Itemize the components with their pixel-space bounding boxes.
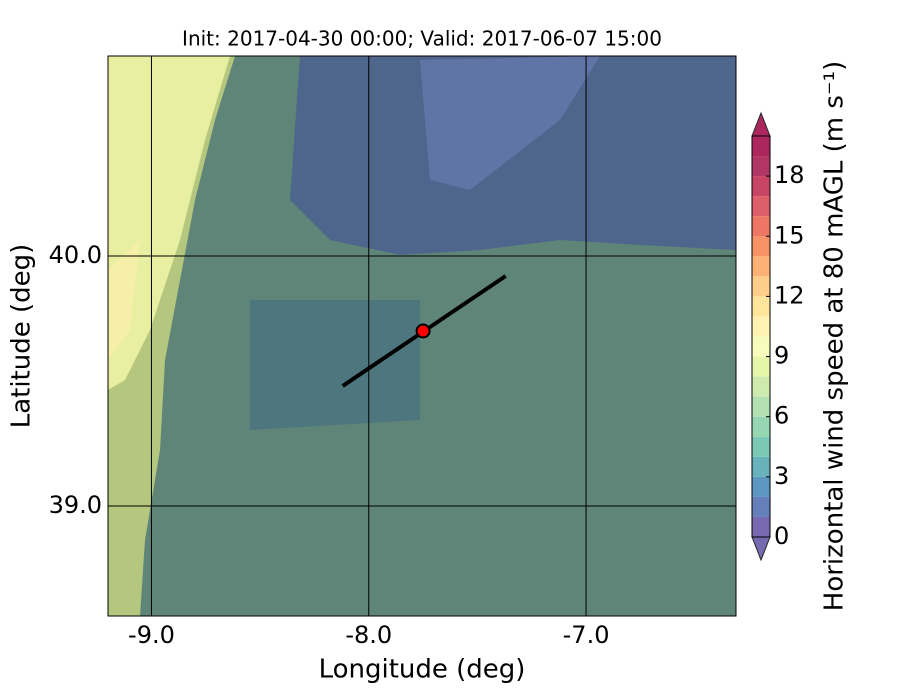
colorbar-tick-label: 0 — [774, 522, 789, 550]
colorbar-band — [752, 376, 770, 397]
x-axis-label: Longitude (deg) — [319, 655, 526, 685]
colorbar-tick-label: 3 — [774, 462, 789, 490]
x-tick-label: -7.0 — [563, 621, 610, 649]
field-fast — [108, 56, 230, 390]
colorbar-band — [752, 476, 770, 497]
y-tick-label: 40.0 — [49, 241, 102, 269]
colorbar-band — [752, 136, 770, 157]
colorbar-tick-label: 12 — [774, 281, 805, 309]
colorbar-band — [752, 416, 770, 437]
colorbar-band — [752, 256, 770, 277]
colorbar-band — [752, 236, 770, 257]
y-axis-label: Latitude (deg) — [7, 244, 37, 429]
colorbar-extend-high — [751, 111, 771, 137]
x-tick-label: -8.0 — [345, 621, 392, 649]
colorbar-tick-label: 18 — [774, 161, 805, 189]
colorbar-band — [752, 356, 770, 377]
colorbar-extend-low — [751, 536, 771, 562]
colorbar-band — [752, 216, 770, 237]
colorbar-band — [752, 276, 770, 297]
colorbar-band — [752, 296, 770, 317]
field-slow-core — [420, 56, 600, 190]
colorbar-tick-label: 9 — [774, 342, 789, 370]
colorbar-label: Horizontal wind speed at 80 mAGL (m s⁻¹) — [820, 61, 850, 611]
colorbar-band — [752, 156, 770, 177]
plot-area — [108, 56, 736, 616]
chart-title: Init: 2017-04-30 00:00; Valid: 2017-06-0… — [182, 27, 662, 51]
plot-frame — [107, 55, 737, 617]
colorbar-band — [752, 196, 770, 217]
colorbar-band — [752, 176, 770, 197]
field-patch — [250, 300, 420, 430]
colorbar-band — [752, 456, 770, 477]
site-marker — [415, 323, 431, 339]
map-field — [108, 56, 736, 616]
colorbar-band — [752, 336, 770, 357]
colorbar-band — [752, 436, 770, 457]
colorbar-band — [752, 316, 770, 337]
field-fast-core — [108, 240, 140, 360]
colorbar-band — [752, 396, 770, 417]
colorbar-band — [752, 496, 770, 517]
colorbar-band — [752, 516, 770, 537]
x-tick-label: -9.0 — [128, 621, 175, 649]
colorbar-frame — [751, 135, 771, 538]
y-tick-label: 39.0 — [49, 491, 102, 519]
colorbar-tick-label: 15 — [774, 221, 805, 249]
colorbar-tick-label: 6 — [774, 402, 789, 430]
